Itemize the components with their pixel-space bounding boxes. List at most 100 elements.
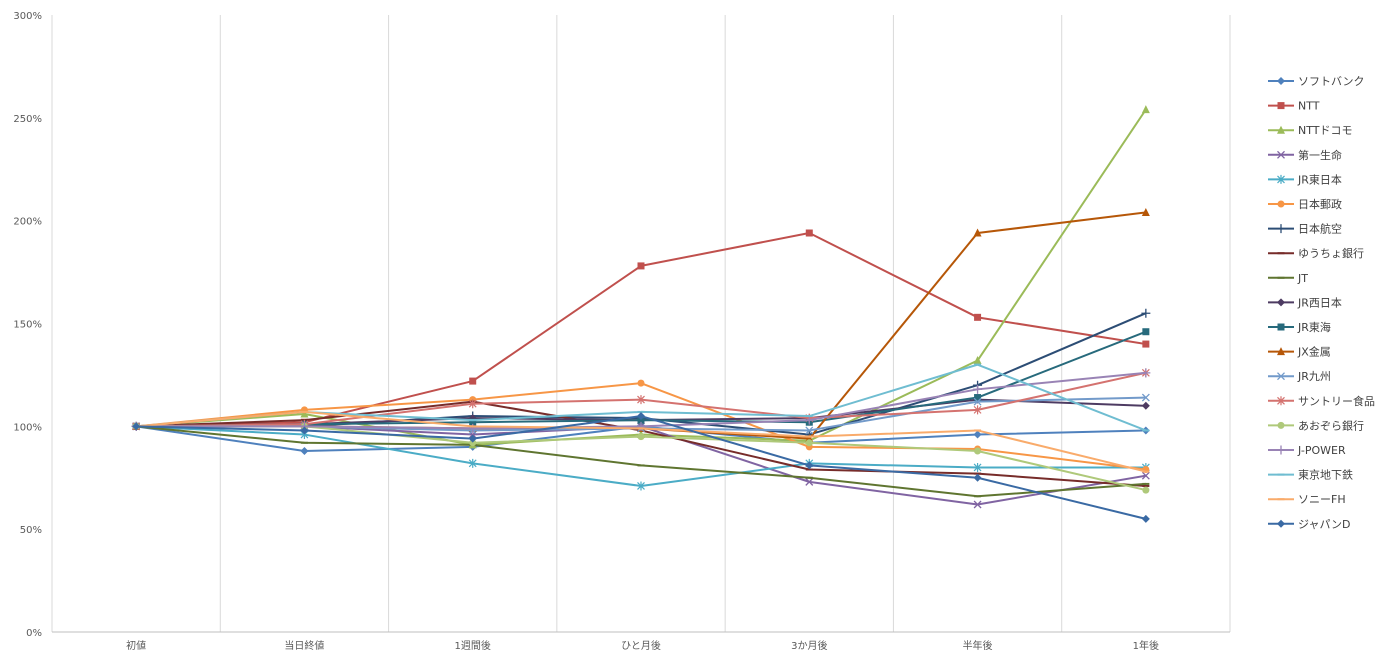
data-point-marker bbox=[469, 418, 477, 426]
data-point-marker bbox=[973, 356, 982, 365]
data-point-marker bbox=[1277, 498, 1285, 501]
legend-label: NTT bbox=[1298, 100, 1320, 113]
data-point-marker bbox=[637, 427, 645, 430]
data-point-marker bbox=[1142, 328, 1150, 336]
data-point-marker bbox=[1142, 429, 1150, 432]
y-tick-label: 50% bbox=[20, 525, 42, 536]
series-line bbox=[136, 211, 1146, 440]
data-point-marker bbox=[1141, 471, 1150, 480]
x-tick-label: ひと月後 bbox=[621, 639, 661, 652]
data-point-marker bbox=[805, 439, 813, 447]
data-point-marker bbox=[805, 477, 814, 486]
data-point-marker bbox=[469, 419, 477, 422]
legend-entry: サントリー食品 bbox=[1268, 394, 1375, 408]
gridlines bbox=[219, 15, 1063, 632]
data-point-marker bbox=[1277, 519, 1285, 528]
legend-entry: NTTドコモ bbox=[1268, 124, 1352, 137]
x-tick-label: 初値 bbox=[126, 639, 146, 652]
x-tick-label: 1週間後 bbox=[455, 639, 491, 652]
data-point-marker bbox=[973, 500, 982, 509]
data-point-marker bbox=[805, 426, 814, 435]
legend-entry: 日本郵政 bbox=[1268, 197, 1342, 211]
legend-label: JX金属 bbox=[1297, 345, 1331, 359]
data-point-marker bbox=[637, 395, 645, 405]
data-point-marker bbox=[805, 468, 813, 471]
data-point-marker bbox=[1277, 150, 1285, 159]
legend-label: 日本航空 bbox=[1298, 222, 1342, 236]
legend-entry: JR九州 bbox=[1268, 370, 1331, 383]
legend-label: 日本郵政 bbox=[1298, 197, 1342, 211]
legend-label: JR西日本 bbox=[1297, 295, 1342, 309]
legend-entry: NTT bbox=[1268, 100, 1320, 113]
data-point-marker bbox=[973, 405, 982, 415]
data-point-marker bbox=[637, 481, 645, 491]
data-point-marker bbox=[973, 430, 982, 439]
data-point-marker bbox=[1141, 368, 1151, 378]
data-point-marker bbox=[974, 363, 982, 366]
data-point-marker bbox=[1141, 401, 1150, 410]
data-point-marker bbox=[974, 472, 982, 475]
data-point-marker bbox=[1277, 276, 1285, 279]
legend-entry: JR東海 bbox=[1268, 320, 1331, 334]
legend-entry: ソフトバンク bbox=[1268, 75, 1365, 88]
legend-label: JR東海 bbox=[1297, 320, 1331, 334]
x-tick-label: 3か月後 bbox=[791, 639, 827, 652]
data-point-marker bbox=[1277, 125, 1285, 134]
data-point-marker bbox=[1142, 470, 1150, 473]
data-point-marker bbox=[974, 313, 982, 321]
series-line bbox=[136, 109, 1147, 446]
data-point-marker bbox=[974, 429, 982, 432]
legend-entry: あおぞら銀行 bbox=[1268, 418, 1364, 432]
legend-entry: 東京地下鉄 bbox=[1268, 468, 1353, 482]
data-point-marker bbox=[300, 441, 308, 444]
data-point-marker bbox=[1277, 347, 1285, 356]
data-point-marker bbox=[469, 439, 477, 447]
data-point-marker bbox=[637, 262, 645, 270]
data-point-marker bbox=[468, 434, 477, 443]
data-point-marker bbox=[805, 435, 813, 438]
legend-label: JR東日本 bbox=[1297, 172, 1342, 186]
legend-label: JT bbox=[1297, 272, 1308, 285]
legend-entry: ジャパンD bbox=[1268, 518, 1350, 531]
data-point-marker bbox=[469, 425, 477, 428]
data-point-marker bbox=[1276, 224, 1286, 234]
legend-entry: ゆうちょ銀行 bbox=[1268, 246, 1364, 260]
y-tick-label: 150% bbox=[13, 320, 42, 331]
data-point-marker bbox=[805, 229, 813, 237]
data-point-marker bbox=[1142, 484, 1150, 487]
data-point-marker bbox=[469, 377, 477, 385]
data-point-marker bbox=[1277, 298, 1285, 307]
legend-label: JR九州 bbox=[1297, 370, 1331, 383]
legend-label: 東京地下鉄 bbox=[1298, 468, 1353, 482]
data-point-marker bbox=[1141, 105, 1150, 114]
data-point-marker bbox=[974, 447, 982, 455]
legend-label: 第一生命 bbox=[1298, 148, 1342, 162]
legend-label: サントリー食品 bbox=[1298, 394, 1375, 408]
legend-entry: 日本航空 bbox=[1268, 222, 1342, 236]
plot-area bbox=[131, 105, 1151, 523]
legend-entry: 第一生命 bbox=[1268, 148, 1342, 162]
data-point-marker bbox=[974, 394, 982, 402]
data-point-marker bbox=[1142, 486, 1150, 494]
data-point-marker bbox=[973, 397, 982, 406]
y-tick-label: 100% bbox=[13, 422, 42, 433]
series-group bbox=[132, 412, 1150, 523]
data-point-marker bbox=[973, 228, 982, 237]
data-point-marker bbox=[1277, 372, 1285, 381]
data-point-marker bbox=[1277, 396, 1285, 406]
data-point-marker bbox=[132, 422, 141, 431]
legend-entry: JR西日本 bbox=[1268, 295, 1342, 309]
x-tick-label: 当日終値 bbox=[284, 639, 324, 652]
legend-entry: JR東日本 bbox=[1268, 172, 1342, 186]
data-point-marker bbox=[1277, 200, 1285, 208]
y-tick-label: 200% bbox=[13, 217, 42, 228]
data-point-marker bbox=[973, 473, 982, 482]
y-tick-label: 300% bbox=[13, 11, 42, 22]
data-point-marker bbox=[1277, 473, 1285, 476]
data-point-marker bbox=[1141, 308, 1151, 318]
data-point-marker bbox=[300, 426, 309, 435]
data-point-marker bbox=[468, 458, 477, 468]
data-point-marker bbox=[1277, 252, 1285, 255]
x-tick-label: 1年後 bbox=[1133, 639, 1159, 652]
